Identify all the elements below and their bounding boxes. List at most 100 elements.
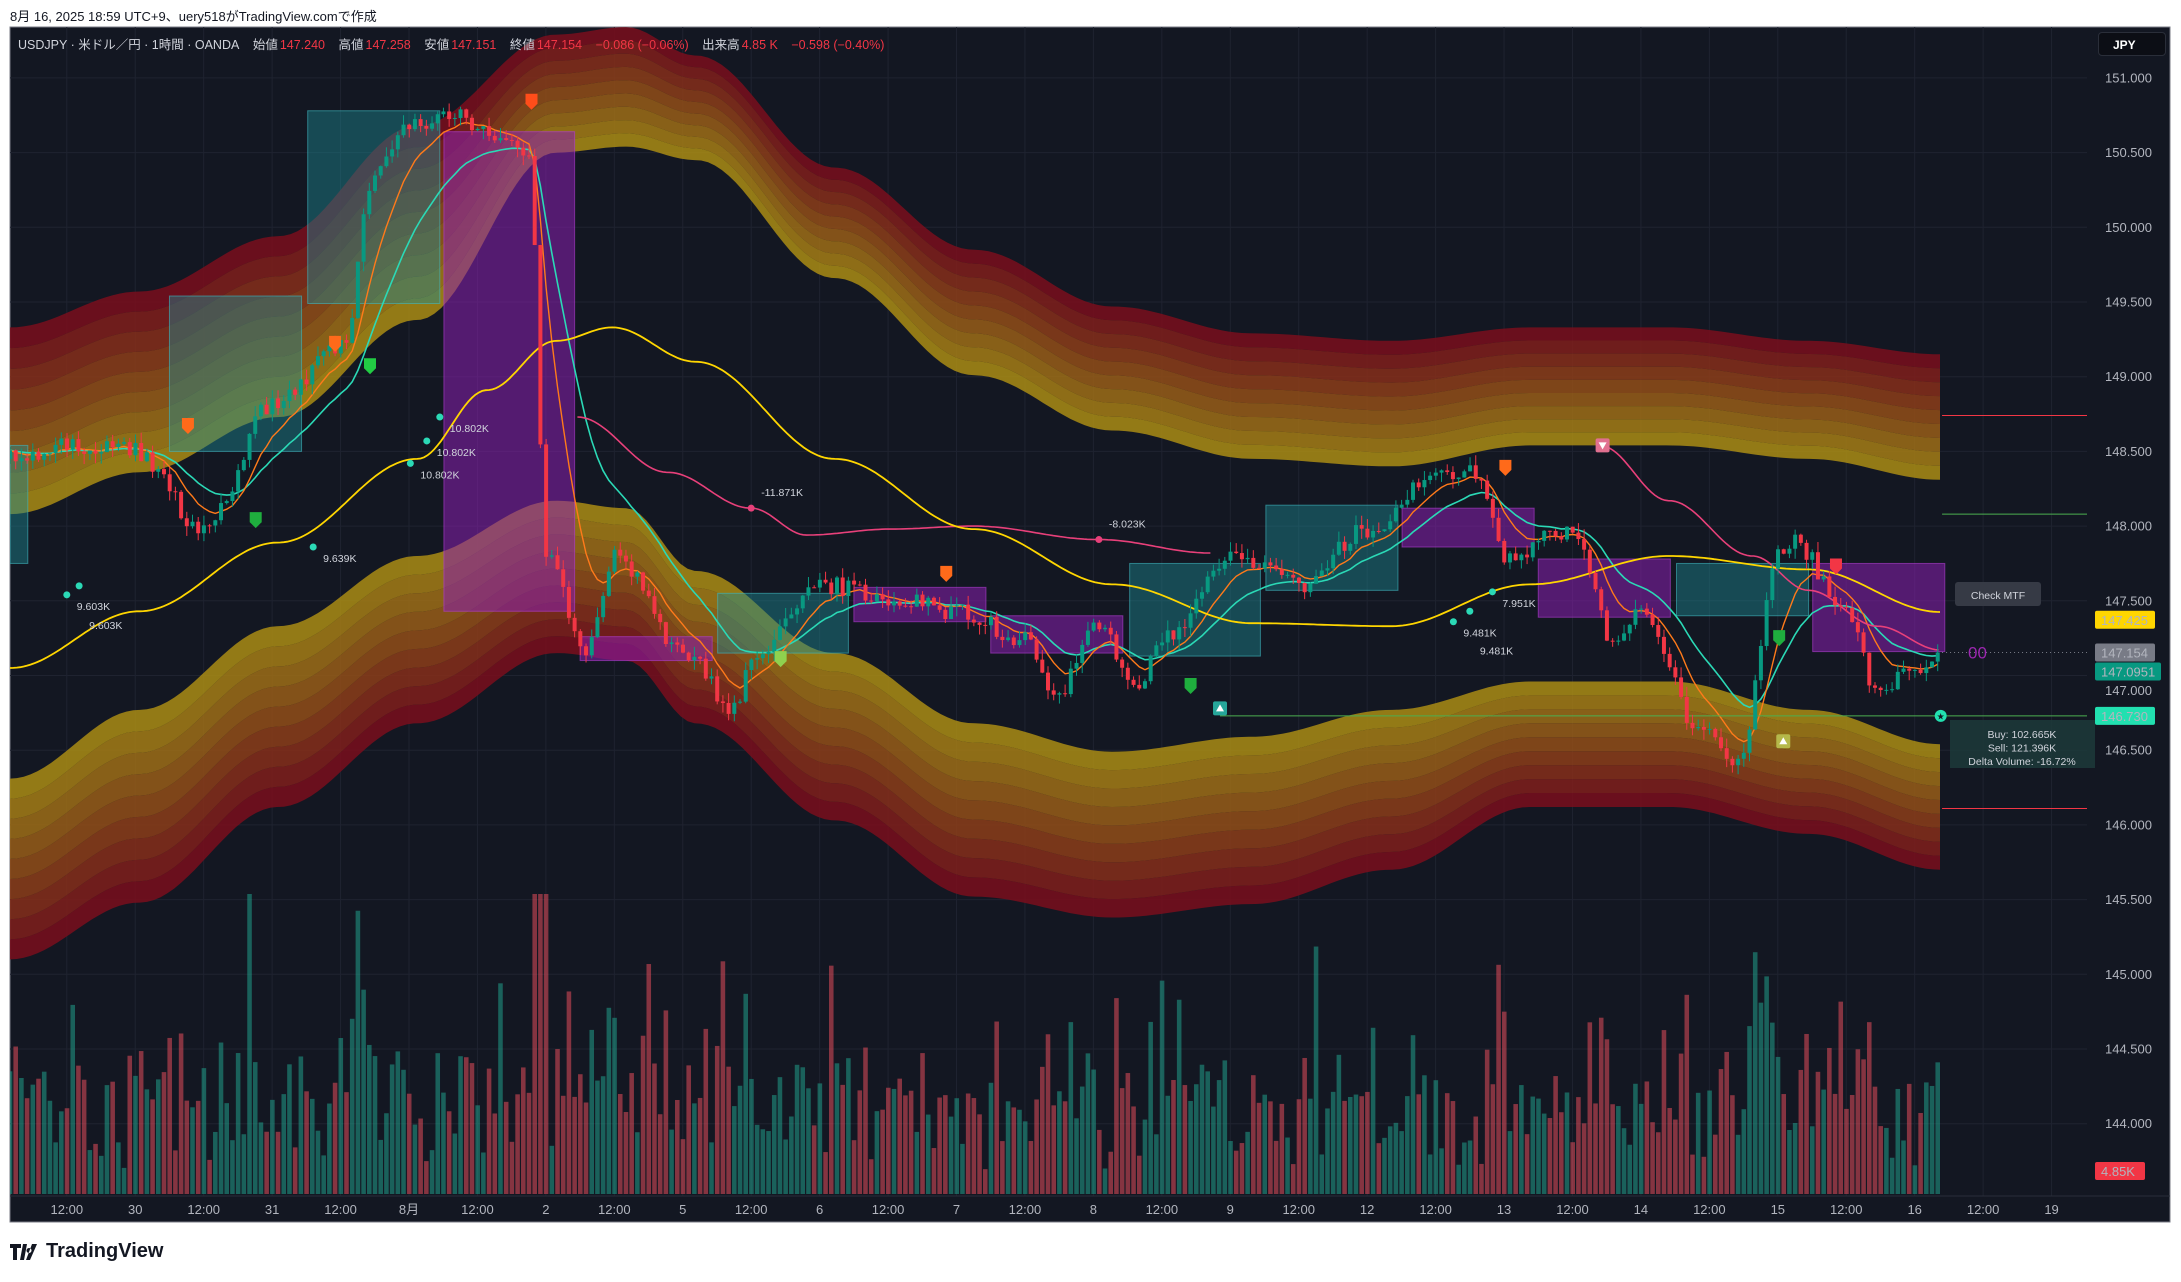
volume-bar <box>789 1116 794 1194</box>
volume-dot <box>1488 588 1496 596</box>
candle-body <box>1148 656 1153 682</box>
candle-body <box>572 617 577 632</box>
volume-bar <box>566 991 572 1194</box>
candle-body <box>749 659 754 671</box>
candle-body <box>954 605 959 607</box>
volume-bar <box>828 965 834 1194</box>
price-label-bg <box>2095 706 2155 725</box>
volume-bar <box>948 1116 954 1194</box>
volume-bar <box>589 1029 595 1194</box>
volume-bar <box>555 1049 560 1194</box>
candle-body <box>1553 530 1558 537</box>
volume-bar <box>1633 1083 1638 1194</box>
volume-bar <box>1102 1168 1108 1194</box>
candle-body <box>1570 526 1575 533</box>
candle-body <box>1188 613 1193 628</box>
candle-body <box>1627 624 1632 634</box>
volume-bar <box>754 1124 760 1194</box>
volume-bar <box>509 1141 515 1194</box>
candle-body <box>663 622 668 645</box>
volume-bar <box>252 1062 258 1194</box>
volume-bar <box>446 1111 452 1194</box>
candle-body <box>1131 679 1136 685</box>
candle-body <box>196 521 201 534</box>
candle-body <box>1530 542 1535 558</box>
candle-body <box>310 365 315 385</box>
volume-bar <box>1604 1039 1610 1194</box>
volume-bar <box>1188 1100 1193 1194</box>
candle-body <box>1125 667 1130 680</box>
volume-bar <box>1422 1075 1427 1194</box>
currency-button[interactable]: JPY <box>2098 32 2166 56</box>
volume-bar <box>81 1079 87 1194</box>
volume-bar <box>1325 1108 1330 1194</box>
volume-bar <box>737 1085 743 1194</box>
time-axis[interactable]: 12:00 30 12:00 31 12:00 8月 12:00 2 12:00 5 12:00 6 1… <box>10 1195 2170 1217</box>
volume-dot <box>1466 607 1474 615</box>
volume-bar <box>1467 1140 1473 1194</box>
tradingview-logo[interactable]: TradingView <box>10 1240 163 1263</box>
volume-bar <box>583 1102 589 1194</box>
volume-bar <box>441 1092 446 1194</box>
price-label: 147.154 <box>2101 645 2148 660</box>
candle-body <box>589 637 594 656</box>
volume-bar <box>1655 1132 1661 1194</box>
candle-body <box>390 149 395 157</box>
candle-body <box>1051 690 1056 695</box>
candle-body <box>1565 526 1570 540</box>
band-layer <box>10 568 1940 879</box>
candle-body <box>247 433 252 460</box>
candle-body <box>219 503 224 521</box>
volume-dot <box>423 437 431 445</box>
price-label-bg <box>2095 643 2155 662</box>
volume-bar <box>1330 1091 1336 1194</box>
candle-body <box>1547 530 1552 532</box>
time-tick-label: 12:00 <box>1282 1202 1315 1217</box>
volume-bar <box>897 1078 902 1194</box>
candle-body <box>1325 568 1330 571</box>
candle-body <box>1011 637 1016 646</box>
volume-bar <box>1764 976 1769 1194</box>
candle-body <box>1023 632 1028 641</box>
candle-body <box>424 126 429 129</box>
volume-bar <box>1804 1033 1809 1194</box>
candle-body <box>686 652 691 661</box>
candle-body <box>201 525 206 534</box>
candle-body <box>1661 636 1666 654</box>
chart-caption: 8月 16, 2025 18:59 UTC+9、uery518がTradingV… <box>10 9 377 24</box>
signal-shield-icon <box>1829 558 1842 575</box>
volume-bar <box>1667 1107 1672 1194</box>
legend-high: 147.258 <box>365 38 411 52</box>
candle-body <box>1319 570 1324 577</box>
volume-bar <box>1695 1092 1701 1194</box>
candle-body <box>1559 536 1564 540</box>
candle-body <box>1599 589 1604 611</box>
candle-body <box>378 166 383 176</box>
volume-dot-label: 7.951K <box>1502 598 1535 610</box>
candle-body <box>315 356 320 366</box>
candle-body <box>949 606 954 620</box>
volume-bar <box>1650 1122 1655 1194</box>
volume-bar <box>1713 1134 1718 1194</box>
volume-bar <box>1342 1100 1347 1194</box>
symbol-legend: USDJPY · 米ドル／円 · 1時間 · OANDA 始値 147.240 高… <box>18 34 886 53</box>
candle-body <box>1473 465 1478 479</box>
volume-bar <box>1564 1092 1570 1194</box>
candle-body <box>897 601 902 606</box>
signal-shield-icon <box>181 418 194 435</box>
volume-bar <box>332 1082 338 1194</box>
candle-body <box>1257 567 1262 569</box>
tradingview-logo-icon <box>10 1243 37 1260</box>
candle-body <box>1114 634 1119 660</box>
price-axis[interactable]: 151.000 150.500 150.000 149.500 149.000 148.5… <box>2095 70 2161 1180</box>
candle-body <box>1690 722 1695 729</box>
volume-bar <box>1034 1099 1039 1194</box>
volume-bar <box>1222 1060 1228 1194</box>
volume-bar <box>1884 1127 1889 1194</box>
volume-bar <box>1382 1137 1387 1194</box>
volume-bar <box>1770 1022 1775 1194</box>
candle-body <box>612 549 617 572</box>
volume-bar <box>195 1100 201 1194</box>
volume-bar <box>1821 1089 1826 1194</box>
